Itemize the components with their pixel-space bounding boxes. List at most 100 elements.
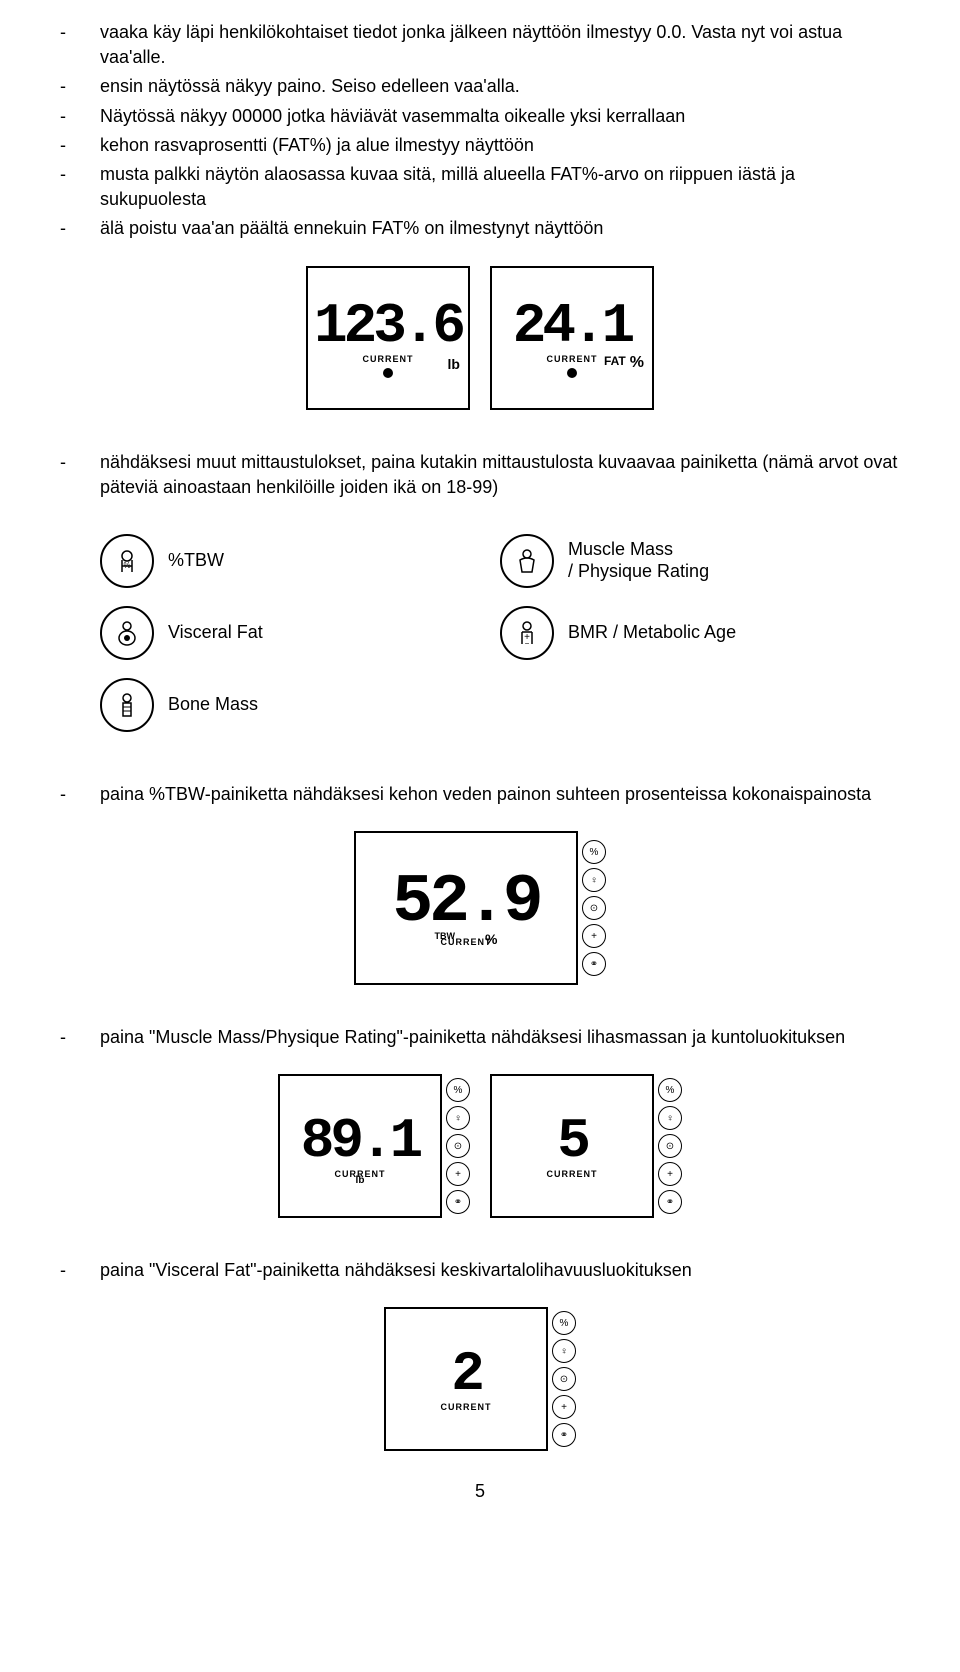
display-muscle-mass: 89.1 lb CURRENT — [278, 1074, 442, 1218]
display-sub: CURRENT — [363, 354, 414, 364]
side-icon: ⚭ — [446, 1190, 470, 1214]
display-visceral-container: 2 CURRENT % ♀ ⊙ + ⚭ — [60, 1307, 900, 1451]
indicator-dot — [383, 366, 393, 378]
bone-icon — [100, 678, 154, 732]
display-unit: lb — [356, 1175, 365, 1186]
display-sub: CURRENT — [547, 354, 598, 364]
icon-row-tbw: % %TBW — [100, 534, 470, 588]
bullet: - kehon rasvaprosentti (FAT%) ja alue il… — [60, 133, 900, 158]
side-icon: % — [582, 840, 606, 864]
display-weight: 123.6 lb CURRENT — [306, 266, 470, 410]
bmr-icon: +− — [500, 606, 554, 660]
side-icon: ⊙ — [552, 1367, 576, 1391]
bullet: - Näytössä näkyy 00000 jotka häviävät va… — [60, 104, 900, 129]
dash: - — [60, 162, 100, 212]
dash: - — [60, 133, 100, 158]
icon-row-muscle: Muscle Mass / Physique Rating — [500, 534, 870, 588]
bullet-text: musta palkki näytön alaosassa kuvaa sitä… — [100, 162, 900, 212]
bullet: - ensin näytössä näkyy paino. Seiso edel… — [60, 74, 900, 99]
display-fat: 24.1 FAT % CURRENT — [490, 266, 654, 410]
side-icon-stack: % ♀ ⊙ + ⚭ — [446, 1078, 470, 1214]
bullet-text: vaaka käy läpi henkilökohtaiset tiedot j… — [100, 20, 900, 70]
side-icon: ⊙ — [446, 1134, 470, 1158]
page-number: 5 — [60, 1481, 900, 1502]
side-icon: ⊙ — [582, 896, 606, 920]
side-icon: ♀ — [552, 1339, 576, 1363]
dash: - — [60, 20, 100, 70]
bullet: - älä poistu vaa'an päältä ennekuin FAT%… — [60, 216, 900, 241]
display-row-weight-fat: 123.6 lb CURRENT 24.1 FAT % CURRENT — [60, 266, 900, 410]
side-icon: ⚭ — [658, 1190, 682, 1214]
icon-row-bmr: +− BMR / Metabolic Age — [500, 606, 870, 660]
display-physique-rating: 5 CURRENT — [490, 1074, 654, 1218]
side-icon: ⊙ — [658, 1134, 682, 1158]
display-value: 123.6 — [314, 298, 462, 354]
dash: - — [60, 1258, 100, 1283]
side-icon-stack: % ♀ ⊙ + ⚭ — [658, 1078, 682, 1214]
display-value: 5 — [557, 1113, 587, 1169]
dash: - — [60, 216, 100, 241]
display-row-muscle: 89.1 lb CURRENT % ♀ ⊙ + ⚭ 5 CURRENT % ♀ … — [60, 1074, 900, 1218]
bullet-text: älä poistu vaa'an päältä ennekuin FAT% o… — [100, 216, 900, 241]
bullet: - nähdäksesi muut mittaustulokset, paina… — [60, 450, 900, 500]
bullet-text: ensin näytössä näkyy paino. Seiso edelle… — [100, 74, 900, 99]
icon-label: Muscle Mass / Physique Rating — [568, 539, 709, 582]
pct-label: % — [485, 931, 497, 947]
bullet: - musta palkki näytön alaosassa kuvaa si… — [60, 162, 900, 212]
indicator-dot — [567, 366, 577, 378]
side-icon: + — [552, 1395, 576, 1419]
display-sub: CURRENT — [547, 1169, 598, 1179]
bullet: - paina "Visceral Fat"-painiketta nähdäk… — [60, 1258, 900, 1283]
bullet-text: paina "Visceral Fat"-painiketta nähdäkse… — [100, 1258, 900, 1283]
icon-label: Bone Mass — [168, 694, 258, 716]
bullet-text: paina "Muscle Mass/Physique Rating"-pain… — [100, 1025, 900, 1050]
side-icon-stack: % ♀ ⊙ + ⚭ — [582, 840, 606, 976]
icon-label: BMR / Metabolic Age — [568, 622, 736, 644]
dash: - — [60, 782, 100, 807]
side-icon: + — [658, 1162, 682, 1186]
tbw-label: TBW — [435, 931, 456, 947]
bullet-text: Näytössä näkyy 00000 jotka häviävät vase… — [100, 104, 900, 129]
side-icon: ⚭ — [552, 1423, 576, 1447]
side-icon: ♀ — [582, 868, 606, 892]
display-sub: CURRENT — [441, 1402, 492, 1412]
side-icon-stack: % ♀ ⊙ + ⚭ — [552, 1311, 576, 1447]
svg-text:−: − — [525, 639, 530, 648]
muscle-icon — [500, 534, 554, 588]
dash: - — [60, 450, 100, 500]
dash: - — [60, 104, 100, 129]
pct-label: % — [630, 354, 644, 372]
side-icon: % — [658, 1078, 682, 1102]
side-icon: ⚭ — [582, 952, 606, 976]
display-unit: lb — [448, 356, 460, 372]
side-icon: % — [552, 1311, 576, 1335]
tbw-icon: % — [100, 534, 154, 588]
measurement-icon-grid: % %TBW Muscle Mass / Physique Rating Vis… — [100, 534, 900, 732]
bullet-list-top: - vaaka käy läpi henkilökohtaiset tiedot… — [60, 20, 900, 242]
icon-label: Visceral Fat — [168, 622, 263, 644]
bullet: - paina %TBW-painiketta nähdäksesi kehon… — [60, 782, 900, 807]
display-value: 52.9 — [392, 869, 539, 937]
bullet: - paina "Muscle Mass/Physique Rating"-pa… — [60, 1025, 900, 1050]
display-value: 2 — [451, 1346, 481, 1402]
side-icon: ♀ — [658, 1106, 682, 1130]
side-icon: + — [446, 1162, 470, 1186]
side-icon: ♀ — [446, 1106, 470, 1130]
display-value: 89.1 — [301, 1113, 419, 1169]
icon-row-bone: Bone Mass — [100, 678, 470, 732]
bullet: - vaaka käy läpi henkilökohtaiset tiedot… — [60, 20, 900, 70]
icon-row-visceral: Visceral Fat — [100, 606, 470, 660]
dash: - — [60, 74, 100, 99]
fat-label: FAT — [604, 354, 626, 372]
svg-text:%: % — [123, 561, 130, 570]
bullet-text: paina %TBW-painiketta nähdäksesi kehon v… — [100, 782, 900, 807]
display-visceral: 2 CURRENT — [384, 1307, 548, 1451]
display-tbw-container: 52.9 TBW % CURRENT % ♀ ⊙ + ⚭ — [60, 831, 900, 985]
side-icon: + — [582, 924, 606, 948]
display-tbw: 52.9 TBW % CURRENT — [354, 831, 578, 985]
bullet-text: nähdäksesi muut mittaustulokset, paina k… — [100, 450, 900, 500]
side-icon: % — [446, 1078, 470, 1102]
bullet-text: kehon rasvaprosentti (FAT%) ja alue ilme… — [100, 133, 900, 158]
visceral-icon — [100, 606, 154, 660]
dash: - — [60, 1025, 100, 1050]
